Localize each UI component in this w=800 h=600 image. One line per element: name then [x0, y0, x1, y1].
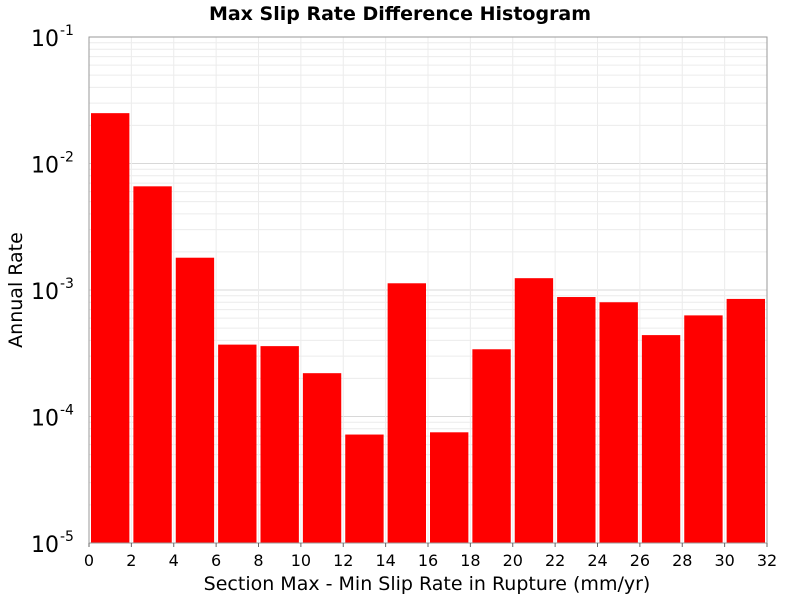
x-tick-label: 4: [169, 551, 179, 570]
x-tick-label: 26: [630, 551, 650, 570]
histogram-bar: [133, 186, 172, 543]
y-axis-label: Annual Rate: [5, 232, 27, 348]
x-tick-label: 20: [503, 551, 523, 570]
histogram-bar: [684, 315, 723, 543]
x-tick-label: 30: [714, 551, 734, 570]
x-tick-label: 10: [291, 551, 311, 570]
x-tick-label: 6: [211, 551, 221, 570]
histogram-bar: [218, 344, 257, 543]
histogram-bar: [387, 283, 426, 543]
histogram-bar: [345, 434, 384, 543]
x-axis-ticks: 0 2 4 6 8 10 12 14 16 18 20 22 24 26 28 30 32: [84, 543, 777, 570]
histogram-bar: [91, 113, 130, 544]
x-tick-label: 18: [460, 551, 480, 570]
histogram-bar: [641, 335, 681, 543]
histogram-bar: [557, 297, 596, 543]
histogram-bar: [726, 298, 765, 543]
y-tick-label: 10: [31, 407, 59, 432]
histogram-bar: [302, 373, 342, 543]
histogram-bar: [599, 302, 638, 543]
x-tick-label: 24: [587, 551, 607, 570]
histogram-bar: [175, 257, 215, 543]
x-tick-label: 16: [418, 551, 438, 570]
y-tick-exponent: -3: [60, 276, 74, 292]
x-tick-label: 0: [84, 551, 94, 570]
y-tick-exponent: -5: [60, 529, 74, 545]
y-axis-ticks: 10-110-210-310-410-5: [31, 23, 74, 558]
chart-title: Max Slip Rate Difference Histogram: [209, 3, 591, 25]
y-tick-exponent: -2: [60, 150, 74, 166]
histogram-bar: [260, 346, 299, 543]
y-tick-label: 10: [31, 27, 59, 52]
histogram-bar: [430, 432, 469, 543]
x-tick-label: 28: [672, 551, 692, 570]
x-tick-label: 22: [545, 551, 565, 570]
y-tick-label: 10: [31, 154, 59, 179]
x-tick-label: 12: [333, 551, 353, 570]
x-tick-label: 32: [757, 551, 777, 570]
x-axis-label: Section Max - Min Slip Rate in Rupture (…: [204, 573, 651, 595]
histogram-bar: [472, 349, 511, 543]
y-tick-exponent: -1: [60, 23, 74, 39]
y-tick-label: 10: [31, 533, 59, 558]
y-tick-exponent: -4: [60, 403, 74, 419]
x-tick-label: 14: [375, 551, 395, 570]
y-tick-label: 10: [31, 280, 59, 305]
x-tick-label: 2: [126, 551, 136, 570]
x-tick-label: 8: [253, 551, 263, 570]
histogram-bar: [514, 278, 554, 543]
bars: [91, 113, 765, 544]
